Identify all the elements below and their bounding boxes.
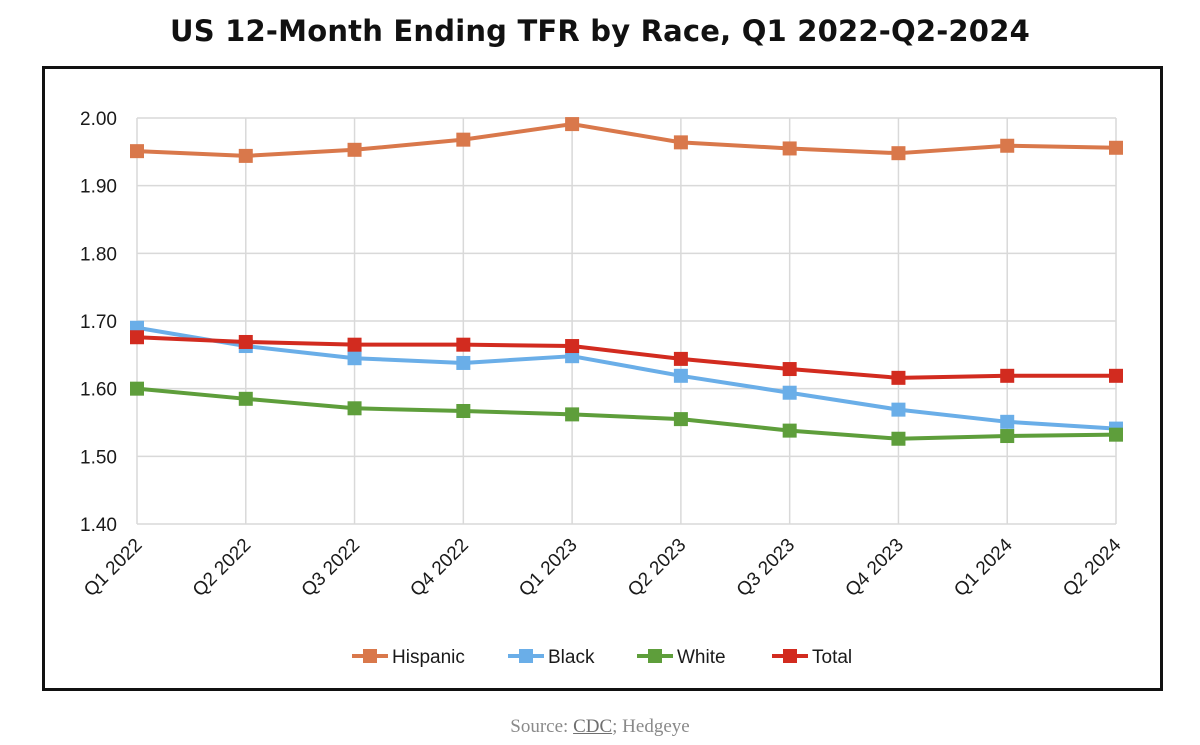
- legend-marker-black: [519, 649, 533, 663]
- data-point-white: [782, 423, 797, 438]
- data-point-total: [782, 362, 797, 377]
- y-tick-label: 1.50: [80, 447, 117, 468]
- x-tick-label: Q2 2022: [189, 535, 255, 601]
- data-point-white: [565, 407, 580, 422]
- data-point-black: [456, 355, 471, 370]
- x-tick-label: Q4 2023: [842, 535, 908, 601]
- data-point-total: [1109, 368, 1123, 383]
- legend-label-white: White: [677, 647, 726, 668]
- y-tick-label: 1.40: [80, 515, 117, 536]
- data-point-black: [347, 351, 362, 366]
- x-tick-label: Q3 2022: [298, 535, 364, 601]
- data-point-total: [1000, 368, 1015, 383]
- data-point-white: [238, 391, 253, 406]
- chart-title: US 12-Month Ending TFR by Race, Q1 2022-…: [170, 14, 1030, 48]
- data-point-total: [130, 330, 144, 345]
- data-point-hispanic: [456, 132, 471, 147]
- data-point-hispanic: [1109, 140, 1123, 155]
- y-tick-label: 1.90: [80, 177, 117, 198]
- series-line-white: [136, 386, 1117, 441]
- data-point-white: [673, 412, 688, 427]
- data-point-hispanic: [238, 148, 253, 163]
- data-point-white: [130, 381, 144, 396]
- data-point-white: [347, 401, 362, 416]
- data-point-black: [673, 368, 688, 383]
- data-point-total: [673, 351, 688, 366]
- data-point-total: [565, 339, 580, 354]
- legend-marker-white: [648, 649, 662, 663]
- series-line-hispanic: [136, 122, 1117, 158]
- data-point-total: [891, 370, 906, 385]
- source-suffix: ; Hedgeye: [612, 716, 690, 737]
- chart-frame: 1.40 1.50 1.60 1.70 1.80 1.90 2.00 Q1 2022 Q2 20…: [42, 66, 1163, 691]
- data-point-hispanic: [782, 141, 797, 156]
- data-point-total: [347, 337, 362, 352]
- data-point-total: [238, 334, 253, 349]
- line-chart: 1.40 1.50 1.60 1.70 1.80 1.90 2.00 Q1 2022 Q2 20…: [80, 109, 1126, 668]
- data-point-black: [782, 385, 797, 400]
- data-point-hispanic: [673, 135, 688, 150]
- legend-label-black: Black: [548, 647, 595, 668]
- x-tick-label: Q2 2024: [1059, 534, 1126, 601]
- data-point-white: [891, 431, 906, 446]
- y-tick-label: 1.60: [80, 380, 117, 401]
- series-line-black: [136, 325, 1117, 431]
- data-point-hispanic: [891, 146, 906, 161]
- x-tick-label: Q2 2023: [624, 535, 690, 601]
- legend-marker-total: [783, 649, 797, 663]
- data-point-hispanic: [1000, 138, 1015, 153]
- x-tick-label: Q3 2023: [733, 535, 799, 601]
- x-tick-label: Q1 2023: [515, 535, 581, 601]
- x-tick-label: Q1 2022: [80, 535, 146, 601]
- data-point-white: [456, 403, 471, 418]
- x-tick-label: Q4 2022: [406, 535, 472, 601]
- data-point-hispanic: [565, 117, 580, 132]
- legend-marker-hispanic: [363, 649, 377, 663]
- data-point-black: [891, 402, 906, 417]
- data-point-total: [456, 337, 471, 352]
- y-tick-label: 1.80: [80, 244, 117, 265]
- data-point-black: [1000, 414, 1015, 429]
- source-prefix: Source:: [510, 716, 569, 737]
- data-point-white: [1000, 429, 1015, 444]
- source-link-cdc[interactable]: CDC: [573, 716, 613, 737]
- source-caption: Source: CDC; Hedgeye: [0, 716, 1200, 738]
- y-tick-label: 2.00: [80, 109, 117, 130]
- data-point-hispanic: [347, 142, 362, 157]
- legend-label-hispanic: Hispanic: [392, 647, 465, 668]
- y-tick-label: 1.70: [80, 312, 117, 333]
- series-line-total: [136, 335, 1116, 380]
- legend-label-total: Total: [812, 647, 852, 668]
- x-tick-label: Q1 2024: [950, 534, 1017, 601]
- data-point-hispanic: [130, 144, 144, 159]
- data-point-white: [1109, 427, 1123, 442]
